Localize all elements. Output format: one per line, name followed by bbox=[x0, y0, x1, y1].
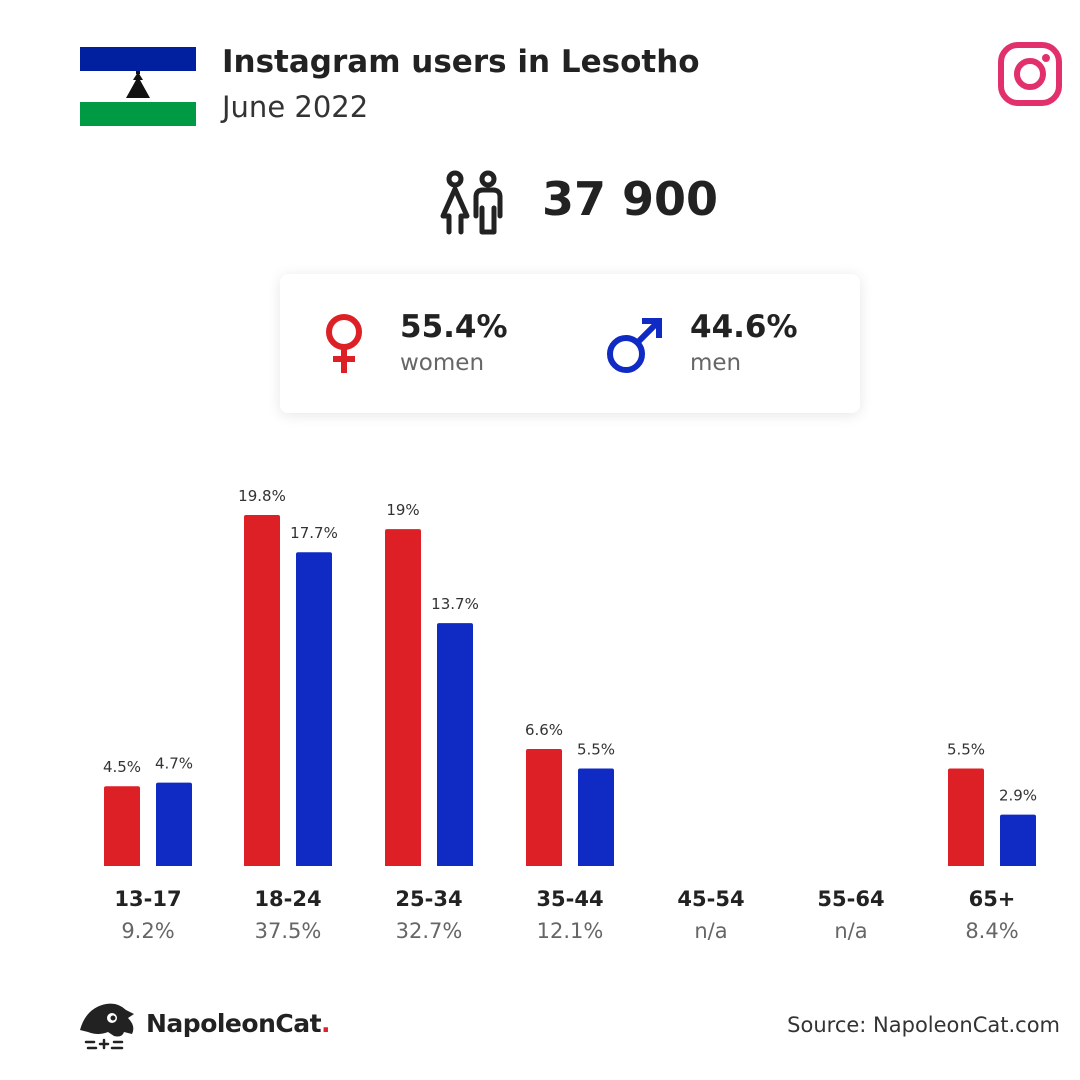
bar-men bbox=[156, 782, 192, 866]
age-group-total: 32.7% bbox=[396, 919, 463, 943]
source-note: Source: NapoleonCat.com bbox=[787, 1013, 1060, 1037]
female-symbol-icon bbox=[326, 314, 362, 373]
gender-card bbox=[280, 274, 860, 413]
age-gender-bar-chart: 4.5% 4.7% 13-17 9.2% 19.8% 17.7% 18-24 37.5% 19%… bbox=[103, 487, 1037, 943]
lesotho-flag bbox=[80, 47, 196, 126]
value-label-men: 4.7% bbox=[155, 755, 193, 773]
bar-women bbox=[385, 529, 421, 866]
age-group-label: 65+ bbox=[969, 887, 1016, 911]
bar-women bbox=[526, 749, 562, 866]
age-group-label: 18-24 bbox=[254, 887, 321, 911]
age-group-label: 13-17 bbox=[114, 887, 181, 911]
value-label-women: 4.5% bbox=[103, 758, 141, 776]
value-label-women: 6.6% bbox=[525, 721, 563, 739]
male-symbol-icon bbox=[607, 318, 662, 373]
bar-women bbox=[948, 768, 984, 866]
bar-women bbox=[104, 786, 140, 866]
age-group-total: 12.1% bbox=[537, 919, 604, 943]
value-label-men: 13.7% bbox=[431, 595, 479, 613]
value-label-women: 19.8% bbox=[238, 487, 286, 505]
bar-men bbox=[1000, 814, 1036, 866]
people-icon bbox=[440, 170, 503, 235]
men-percentage: 44.6% bbox=[690, 309, 798, 345]
brand-dot: . bbox=[321, 1009, 331, 1038]
value-label-women: 19% bbox=[386, 501, 419, 519]
brand-text: NapoleonCat bbox=[146, 1009, 322, 1038]
age-group-label: 35-44 bbox=[536, 887, 603, 911]
napoleoncat-logo bbox=[80, 1003, 134, 1050]
bar-men bbox=[437, 623, 473, 866]
brand-name: NapoleonCat. bbox=[146, 1009, 331, 1038]
age-group-total: 37.5% bbox=[255, 919, 322, 943]
page-subtitle: June 2022 bbox=[222, 90, 369, 124]
age-group-total: n/a bbox=[694, 919, 727, 943]
age-group-label: 55-64 bbox=[817, 887, 884, 911]
women-label: women bbox=[400, 350, 485, 376]
age-group-total: 8.4% bbox=[965, 919, 1018, 943]
value-label-men: 17.7% bbox=[290, 524, 338, 542]
page-title: Instagram users in Lesotho bbox=[222, 44, 700, 80]
instagram-icon bbox=[998, 42, 1062, 106]
age-group-total: n/a bbox=[834, 919, 867, 943]
bar-men bbox=[296, 552, 332, 866]
value-label-men: 2.9% bbox=[999, 787, 1037, 805]
age-group-label: 45-54 bbox=[677, 887, 744, 911]
bar-women bbox=[244, 515, 280, 866]
value-label-women: 5.5% bbox=[947, 741, 985, 759]
bar-men bbox=[578, 768, 614, 866]
value-label-men: 5.5% bbox=[577, 741, 615, 759]
total-users: 37 900 bbox=[542, 172, 719, 226]
age-group-total: 9.2% bbox=[121, 919, 174, 943]
men-label: men bbox=[690, 350, 742, 376]
age-group-label: 25-34 bbox=[395, 887, 462, 911]
women-percentage: 55.4% bbox=[400, 309, 508, 345]
